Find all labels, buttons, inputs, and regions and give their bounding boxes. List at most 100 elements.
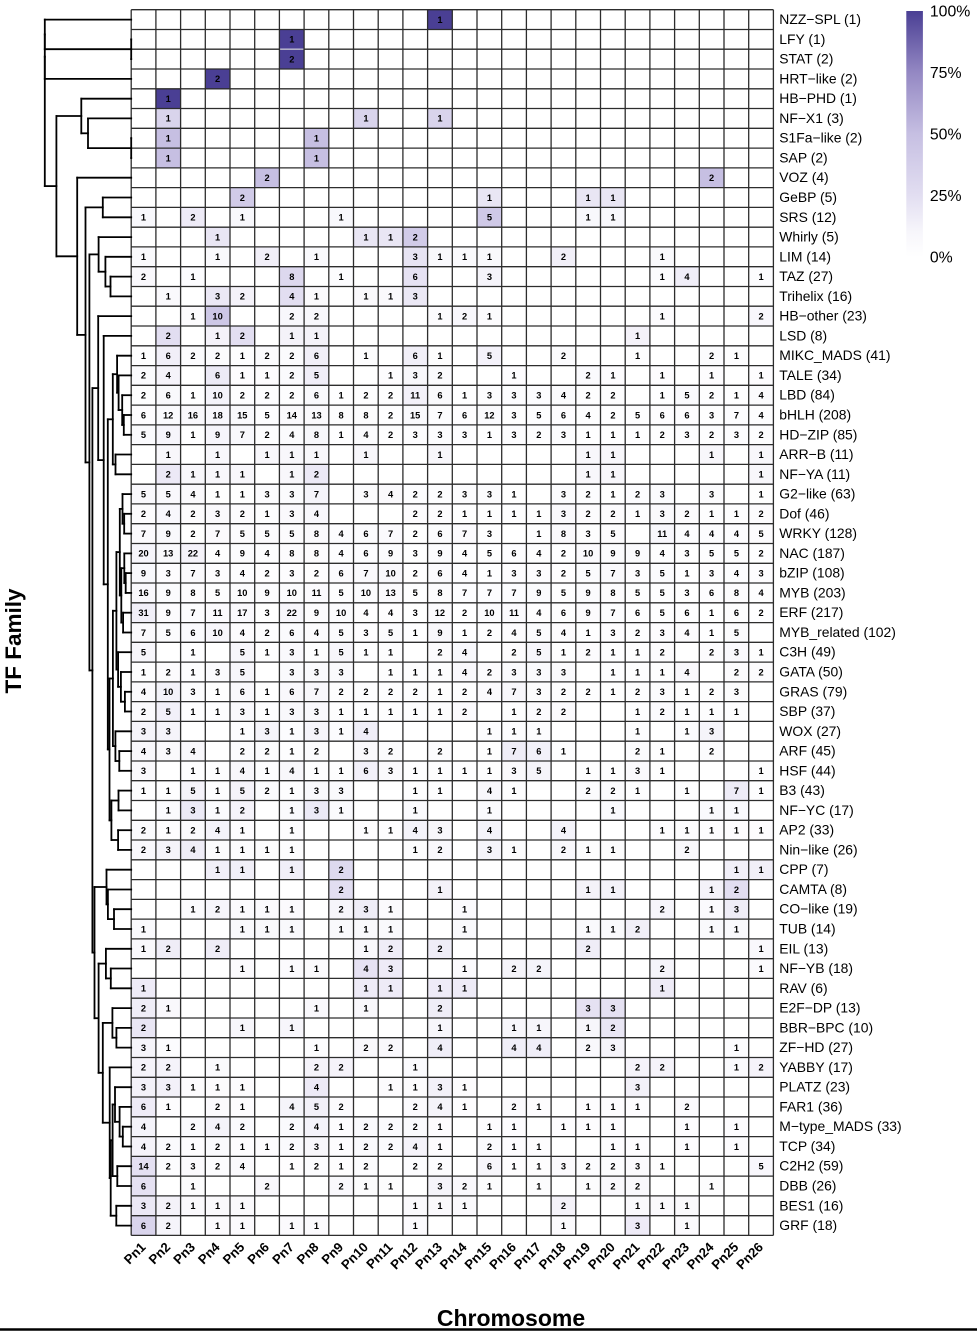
svg-text:3: 3 bbox=[635, 766, 640, 776]
svg-text:VOZ (4): VOZ (4) bbox=[779, 169, 828, 185]
svg-text:1: 1 bbox=[684, 786, 689, 796]
svg-text:8: 8 bbox=[437, 588, 442, 598]
svg-text:2: 2 bbox=[265, 568, 270, 578]
svg-text:1: 1 bbox=[413, 1201, 418, 1211]
svg-text:1: 1 bbox=[437, 15, 442, 25]
svg-text:GATA (50): GATA (50) bbox=[779, 664, 843, 680]
svg-text:AP2 (33): AP2 (33) bbox=[779, 822, 834, 838]
svg-text:1: 1 bbox=[635, 1201, 640, 1211]
svg-text:4: 4 bbox=[511, 1043, 517, 1053]
svg-text:1: 1 bbox=[684, 1142, 689, 1152]
svg-text:ARF (45): ARF (45) bbox=[779, 743, 835, 759]
svg-text:1: 1 bbox=[215, 331, 220, 341]
svg-text:1: 1 bbox=[709, 450, 714, 460]
svg-text:EIL (13): EIL (13) bbox=[779, 940, 828, 956]
svg-text:1: 1 bbox=[363, 944, 368, 954]
svg-text:2: 2 bbox=[190, 509, 195, 519]
svg-text:9: 9 bbox=[166, 430, 171, 440]
svg-text:1: 1 bbox=[660, 391, 665, 401]
svg-text:2: 2 bbox=[561, 1201, 566, 1211]
svg-text:3: 3 bbox=[190, 1162, 195, 1172]
svg-text:5: 5 bbox=[240, 786, 245, 796]
svg-text:13: 13 bbox=[163, 549, 173, 559]
svg-text:1: 1 bbox=[413, 845, 418, 855]
svg-text:2: 2 bbox=[388, 391, 393, 401]
svg-text:9: 9 bbox=[240, 549, 245, 559]
svg-text:1: 1 bbox=[166, 134, 171, 144]
svg-text:4: 4 bbox=[240, 628, 246, 638]
svg-text:5: 5 bbox=[684, 391, 689, 401]
svg-text:1: 1 bbox=[635, 1142, 640, 1152]
svg-text:1: 1 bbox=[586, 193, 591, 203]
svg-text:2: 2 bbox=[240, 1122, 245, 1132]
svg-text:2: 2 bbox=[487, 667, 492, 677]
svg-text:2: 2 bbox=[314, 746, 319, 756]
svg-text:2: 2 bbox=[462, 311, 467, 321]
svg-text:4: 4 bbox=[141, 746, 147, 756]
svg-text:2: 2 bbox=[166, 1201, 171, 1211]
svg-text:3: 3 bbox=[487, 272, 492, 282]
svg-text:2: 2 bbox=[388, 1122, 393, 1132]
svg-text:1: 1 bbox=[314, 648, 319, 658]
svg-text:2: 2 bbox=[265, 430, 270, 440]
svg-text:1: 1 bbox=[610, 1102, 615, 1112]
svg-text:1: 1 bbox=[413, 1063, 418, 1073]
svg-text:6: 6 bbox=[289, 628, 294, 638]
svg-text:1: 1 bbox=[215, 1221, 220, 1231]
svg-text:3: 3 bbox=[734, 648, 739, 658]
svg-text:6: 6 bbox=[166, 351, 171, 361]
svg-text:1: 1 bbox=[388, 984, 393, 994]
svg-text:3: 3 bbox=[462, 489, 467, 499]
svg-text:1: 1 bbox=[141, 213, 146, 223]
svg-text:7: 7 bbox=[734, 410, 739, 420]
svg-text:1: 1 bbox=[635, 648, 640, 658]
svg-text:5: 5 bbox=[709, 549, 714, 559]
svg-text:2: 2 bbox=[709, 430, 714, 440]
svg-text:6: 6 bbox=[141, 1181, 146, 1191]
svg-text:1: 1 bbox=[660, 766, 665, 776]
svg-text:1: 1 bbox=[610, 885, 615, 895]
svg-text:6: 6 bbox=[437, 568, 442, 578]
svg-text:1: 1 bbox=[487, 509, 492, 519]
svg-text:1: 1 bbox=[511, 727, 516, 737]
svg-text:3: 3 bbox=[709, 568, 714, 578]
svg-text:1: 1 bbox=[190, 905, 195, 915]
svg-text:1: 1 bbox=[289, 450, 294, 460]
svg-text:1: 1 bbox=[437, 311, 442, 321]
svg-text:4: 4 bbox=[462, 667, 468, 677]
svg-text:12: 12 bbox=[163, 410, 173, 420]
svg-text:10: 10 bbox=[361, 588, 371, 598]
svg-text:3: 3 bbox=[413, 608, 418, 618]
svg-text:1: 1 bbox=[660, 826, 665, 836]
svg-text:E2F−DP (13): E2F−DP (13) bbox=[779, 1000, 860, 1016]
svg-text:1: 1 bbox=[734, 351, 739, 361]
svg-text:1: 1 bbox=[635, 430, 640, 440]
svg-text:2: 2 bbox=[759, 608, 764, 618]
svg-text:2: 2 bbox=[437, 845, 442, 855]
svg-text:4: 4 bbox=[709, 529, 715, 539]
svg-text:1: 1 bbox=[339, 1122, 344, 1132]
svg-text:3: 3 bbox=[314, 707, 319, 717]
svg-text:3: 3 bbox=[413, 292, 418, 302]
svg-text:3: 3 bbox=[289, 667, 294, 677]
svg-text:2: 2 bbox=[166, 944, 171, 954]
svg-text:5: 5 bbox=[339, 588, 344, 598]
svg-text:7: 7 bbox=[462, 529, 467, 539]
svg-text:1: 1 bbox=[511, 1023, 516, 1033]
svg-text:1: 1 bbox=[684, 1122, 689, 1132]
svg-text:1: 1 bbox=[190, 391, 195, 401]
svg-text:1: 1 bbox=[265, 1142, 270, 1152]
svg-text:2: 2 bbox=[709, 648, 714, 658]
svg-text:3: 3 bbox=[511, 568, 516, 578]
svg-text:2: 2 bbox=[289, 1142, 294, 1152]
svg-text:3: 3 bbox=[684, 588, 689, 598]
svg-text:3: 3 bbox=[314, 667, 319, 677]
svg-text:1: 1 bbox=[363, 292, 368, 302]
svg-text:2: 2 bbox=[265, 786, 270, 796]
svg-text:1: 1 bbox=[759, 648, 764, 658]
svg-text:10: 10 bbox=[237, 588, 247, 598]
svg-text:9: 9 bbox=[586, 608, 591, 618]
svg-text:1: 1 bbox=[339, 924, 344, 934]
svg-text:1: 1 bbox=[240, 905, 245, 915]
svg-text:1: 1 bbox=[413, 1221, 418, 1231]
